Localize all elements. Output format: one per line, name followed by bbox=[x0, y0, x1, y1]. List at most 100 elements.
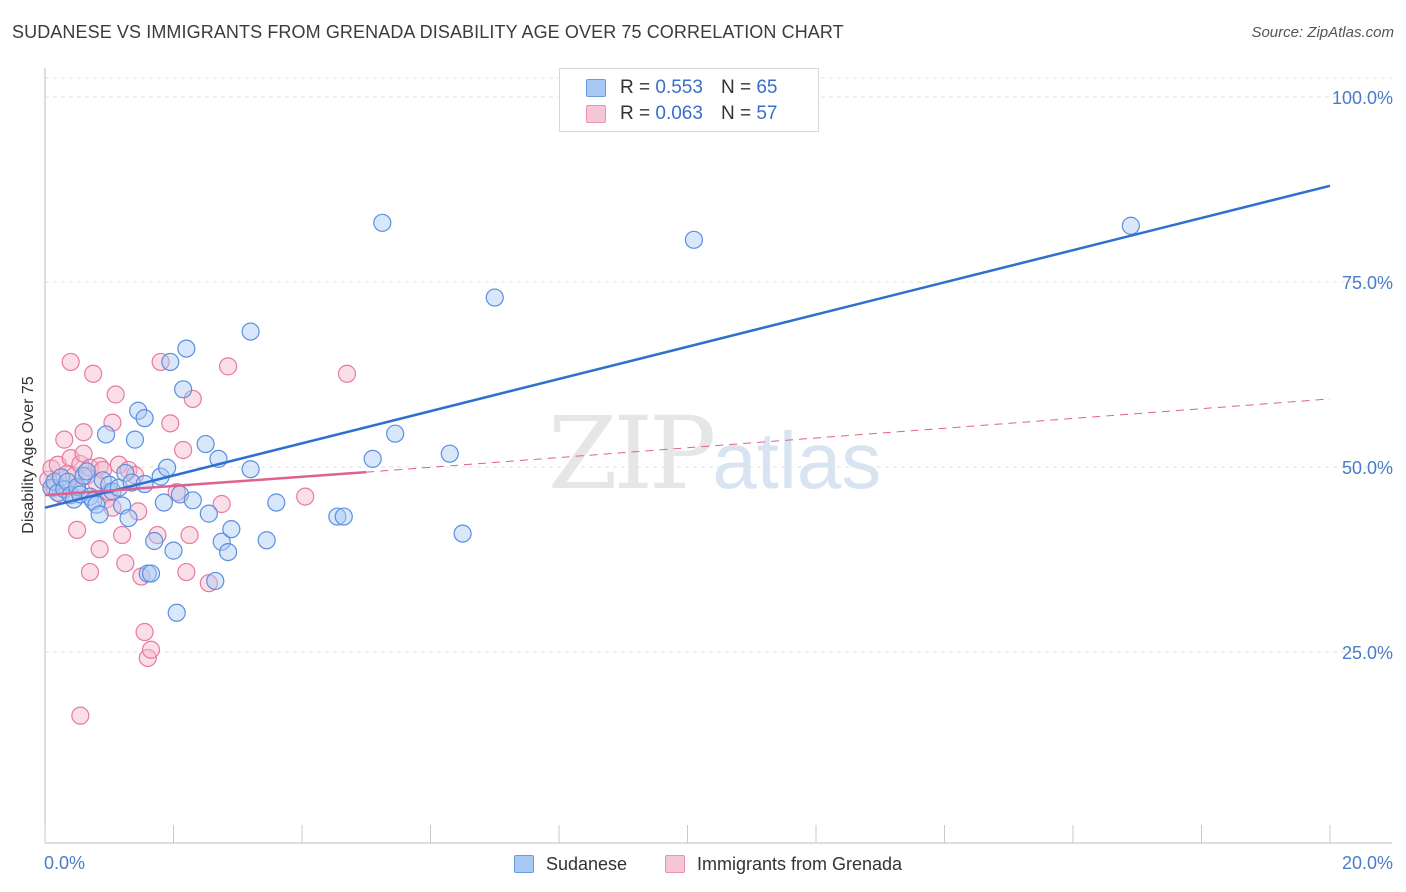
legend-r-label: R = bbox=[620, 103, 651, 124]
y-tick-label: 75.0% bbox=[1342, 273, 1393, 293]
grenada-point bbox=[141, 640, 161, 659]
sudanese-point bbox=[90, 505, 109, 524]
sudanese-point bbox=[119, 508, 138, 528]
sudanese-point bbox=[154, 493, 173, 512]
sudanese-point bbox=[116, 463, 135, 483]
chart-title: SUDANESE VS IMMIGRANTS FROM GRENADA DISA… bbox=[12, 22, 844, 42]
y-axis-label: Disability Age Over 75 bbox=[20, 376, 37, 534]
sudanese-point bbox=[1121, 216, 1140, 235]
grenada-point bbox=[296, 487, 315, 506]
sudanese-point bbox=[141, 564, 161, 583]
grenada-point bbox=[151, 352, 170, 372]
legend-n-value: 65 bbox=[756, 77, 778, 98]
sudanese-point bbox=[157, 458, 177, 477]
bottom-legend-swatch-grenada bbox=[665, 855, 685, 873]
sudanese-point bbox=[135, 409, 154, 428]
grenada-point bbox=[219, 357, 238, 376]
sudanese-point bbox=[267, 493, 286, 512]
sudanese-point bbox=[145, 531, 164, 551]
grenada-point bbox=[161, 414, 180, 433]
sudanese-point bbox=[440, 444, 459, 463]
sudanese-point bbox=[177, 339, 196, 358]
sudanese-point bbox=[125, 430, 145, 449]
legend-row-grenada: R = 0.063 N = 57 bbox=[586, 102, 777, 126]
watermark-zip: ZIP bbox=[548, 395, 716, 512]
y-tick-label: 50.0% bbox=[1342, 458, 1393, 478]
legend-swatch-sudanese bbox=[586, 79, 606, 97]
grenada-point bbox=[174, 440, 193, 460]
sudanese-point bbox=[363, 449, 382, 468]
sudanese-point bbox=[206, 571, 225, 591]
grenada-point bbox=[80, 562, 100, 582]
grenada-point bbox=[106, 385, 125, 404]
grenada-point bbox=[180, 525, 199, 545]
sudanese-point bbox=[196, 434, 215, 454]
grenada-point bbox=[103, 413, 122, 432]
grenada-point bbox=[129, 502, 148, 521]
correlation-legend: R = 0.553 N = 65 R = 0.063 N = 57 bbox=[559, 68, 819, 132]
grenada-trend-line bbox=[44, 470, 367, 497]
bottom-legend-sudanese: Sudanese bbox=[514, 852, 627, 876]
grenada-point bbox=[71, 454, 90, 474]
legend-r-value: 0.553 bbox=[655, 77, 703, 98]
sudanese-point bbox=[684, 230, 704, 249]
grenada-point bbox=[90, 540, 109, 559]
sudanese-point bbox=[334, 507, 353, 526]
sudanese-point bbox=[174, 380, 193, 399]
sudanese-trend-line bbox=[44, 184, 1331, 509]
sudanese-point bbox=[212, 532, 231, 551]
legend-n-value: 57 bbox=[756, 103, 778, 124]
grenada-point bbox=[71, 706, 90, 725]
legend-row-sudanese: R = 0.553 N = 65 bbox=[586, 76, 777, 100]
grenada-point bbox=[55, 430, 74, 449]
sudanese-point bbox=[183, 491, 202, 510]
grenada-trend-line-extension bbox=[366, 398, 1331, 473]
grenada-point bbox=[68, 520, 87, 540]
y-tick-label: 25.0% bbox=[1342, 643, 1393, 663]
bottom-legend-grenada: Immigrants from Grenada bbox=[665, 852, 902, 876]
grenada-point bbox=[177, 562, 196, 582]
legend-r-value: 0.063 bbox=[655, 103, 703, 124]
x-tick-label: 20.0% bbox=[1342, 853, 1393, 873]
grenada-point bbox=[74, 423, 93, 442]
sudanese-point bbox=[164, 541, 183, 560]
bottom-legend-label: Immigrants from Grenada bbox=[697, 853, 903, 874]
sudanese-point bbox=[77, 462, 96, 481]
sudanese-point bbox=[199, 504, 218, 523]
legend-r-label: R = bbox=[620, 77, 651, 98]
sudanese-point bbox=[129, 401, 148, 420]
chart-source: Source: ZipAtlas.com bbox=[1251, 24, 1394, 41]
grenada-point bbox=[212, 494, 231, 514]
sudanese-point bbox=[328, 507, 347, 526]
legend-n-label: N = bbox=[720, 77, 752, 98]
grenada-point bbox=[183, 389, 202, 409]
sudanese-point bbox=[167, 603, 186, 622]
grenada-point bbox=[61, 352, 80, 372]
sudanese-point bbox=[219, 542, 238, 562]
grenada-point bbox=[167, 483, 186, 502]
bottom-legend-swatch-sudanese bbox=[514, 855, 534, 873]
sudanese-point bbox=[241, 460, 260, 479]
sudanese-point bbox=[373, 213, 392, 232]
legend-n-label: N = bbox=[720, 103, 752, 124]
sudanese-point bbox=[58, 472, 77, 491]
grenada-point bbox=[337, 364, 357, 383]
bottom-legend-label: Sudanese bbox=[546, 853, 628, 874]
sudanese-point bbox=[87, 495, 106, 514]
sudanese-point bbox=[453, 524, 472, 543]
sudanese-point bbox=[222, 520, 241, 539]
grenada-point bbox=[135, 622, 154, 642]
sudanese-point bbox=[96, 425, 116, 444]
y-tick-label: 100.0% bbox=[1332, 88, 1393, 108]
grenada-point bbox=[112, 525, 132, 545]
sudanese-point bbox=[161, 352, 180, 372]
legend-swatch-grenada bbox=[586, 105, 606, 123]
sudanese-point bbox=[241, 322, 260, 341]
grenada-point bbox=[116, 554, 135, 573]
grenada-point bbox=[84, 364, 103, 383]
watermark-atlas: atlas bbox=[712, 416, 882, 505]
sudanese-point bbox=[257, 531, 276, 550]
sudanese-point bbox=[485, 288, 504, 307]
sudanese-point bbox=[386, 424, 405, 443]
